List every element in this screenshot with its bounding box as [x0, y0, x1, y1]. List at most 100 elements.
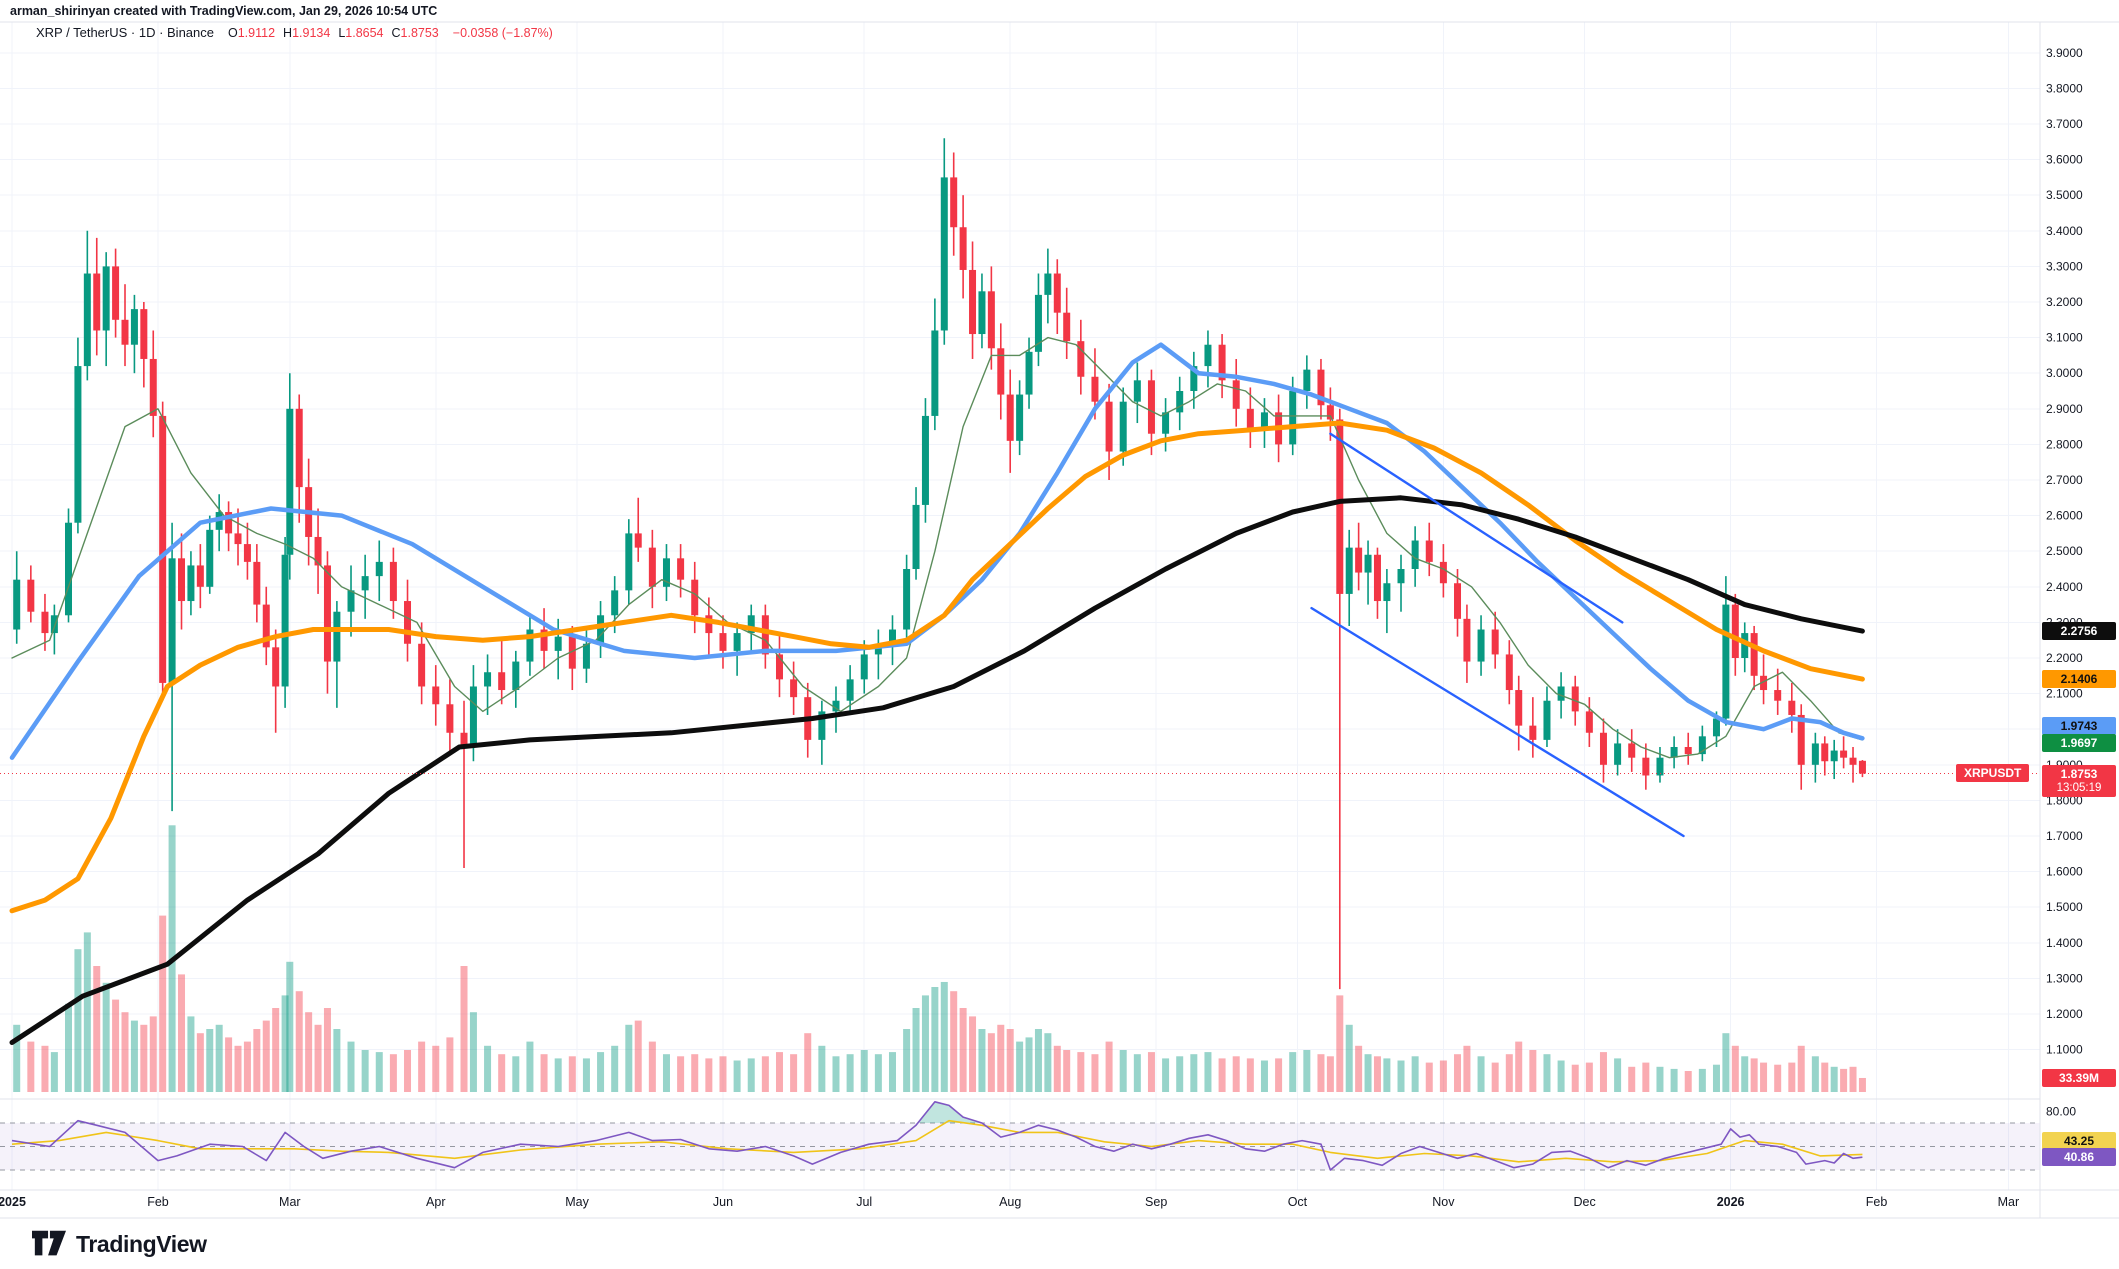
ohlc-token-H: H1.9134 — [283, 26, 331, 40]
volume-bar — [1373, 1056, 1381, 1092]
volume-bar — [281, 995, 289, 1092]
price-tick-label[interactable]: 1.8000 — [2046, 793, 2083, 807]
trendline-2[interactable] — [1310, 606, 1685, 838]
candle-body — [1599, 732, 1607, 765]
candle-body — [512, 661, 520, 691]
tradingview-logo[interactable]: TradingView — [32, 1230, 207, 1258]
volume-bar — [568, 1056, 576, 1092]
candle-body — [1147, 380, 1155, 434]
volume-bar — [149, 1016, 157, 1092]
candle-body — [1190, 366, 1198, 391]
candle-body — [1383, 583, 1391, 602]
candle-body — [1505, 654, 1513, 691]
price-tick-label[interactable]: 1.6000 — [2046, 865, 2083, 879]
volume-bar — [597, 1052, 605, 1092]
time-axis-label-Nov[interactable]: Nov — [1432, 1195, 1455, 1209]
attribution-text: arman_shirinyan created with TradingView… — [10, 4, 438, 18]
price-tick-label[interactable]: 3.5000 — [2046, 188, 2083, 202]
time-axis-label-2026[interactable]: 2026 — [1717, 1195, 1745, 1209]
candle-body — [187, 565, 195, 602]
price-tick-label[interactable]: 2.5000 — [2046, 544, 2083, 558]
volume-bar — [196, 1033, 204, 1092]
volume-bar — [65, 1003, 73, 1092]
price-tick-label[interactable]: 3.7000 — [2046, 117, 2083, 131]
volume-bar — [432, 1045, 440, 1092]
candle-body — [469, 686, 477, 747]
price-tick-label[interactable]: 1.2000 — [2046, 1007, 2083, 1021]
price-tick-label[interactable]: 2.8000 — [2046, 437, 2083, 451]
volume-bar — [1439, 1060, 1447, 1092]
price-tick-label[interactable]: 1.3000 — [2046, 971, 2083, 985]
price-tick-label[interactable]: 1.4000 — [2046, 936, 2083, 950]
price-tick-label[interactable]: 2.1000 — [2046, 687, 2083, 701]
time-axis-label-Jun[interactable]: Jun — [713, 1195, 733, 1209]
ma-fast-line — [11, 336, 1864, 759]
candle-body — [1774, 690, 1782, 701]
price-tick-label[interactable]: 3.6000 — [2046, 153, 2083, 167]
candle-body — [903, 569, 911, 630]
trendline-1[interactable] — [1329, 432, 1624, 624]
symbol-legend[interactable]: XRP / TetherUS · 1D · Binance O1.9112 H1.… — [36, 24, 553, 42]
candle-body — [997, 348, 1005, 395]
price-tick-label[interactable]: 3.1000 — [2046, 331, 2083, 345]
price-tick-label[interactable]: 2.2000 — [2046, 651, 2083, 665]
time-axis-label-Apr[interactable]: Apr — [426, 1195, 445, 1209]
time-axis-label-Sep[interactable]: Sep — [1145, 1195, 1167, 1209]
candle-body — [1684, 747, 1692, 755]
price-tick-label[interactable]: 3.8000 — [2046, 81, 2083, 95]
time-axis-label-2025[interactable]: 2025 — [0, 1195, 26, 1209]
candle-body — [625, 533, 633, 591]
price-tick-label[interactable]: 3.2000 — [2046, 295, 2083, 309]
time-axis-label-Mar[interactable]: Mar — [279, 1195, 301, 1209]
price-tick-label[interactable]: 2.7000 — [2046, 473, 2083, 487]
rsi-axis-label[interactable]: 80.00 — [2046, 1104, 2076, 1118]
candle-body — [1176, 391, 1184, 413]
price-tick-label[interactable]: 2.4000 — [2046, 580, 2083, 594]
price-tick-label[interactable]: 2.9000 — [2046, 402, 2083, 416]
time-axis-label-Jul[interactable]: Jul — [856, 1195, 872, 1209]
volume-bar — [1670, 1068, 1678, 1092]
time-axis-label-Mar[interactable]: Mar — [1998, 1195, 2020, 1209]
price-tick-label[interactable]: 3.0000 — [2046, 366, 2083, 380]
volume-bar — [41, 1045, 49, 1092]
volume-bar — [761, 1056, 769, 1092]
volume-bar — [13, 1024, 21, 1092]
time-axis-label-Feb[interactable]: Feb — [1866, 1195, 1888, 1209]
candle-body — [874, 643, 882, 655]
volume-bar — [846, 1054, 854, 1092]
ohlc-token-L: L1.8654 — [338, 26, 384, 40]
candle-body — [41, 611, 49, 634]
volume-bar — [1712, 1064, 1720, 1092]
price-tick-label[interactable]: 3.4000 — [2046, 224, 2083, 238]
volume-bar — [921, 995, 929, 1092]
time-axis-label-Feb[interactable]: Feb — [147, 1195, 169, 1209]
ma200-badge: 2.2756 — [2042, 621, 2116, 640]
candle-body — [568, 636, 576, 669]
candle-body — [1091, 376, 1099, 402]
candle-body — [1044, 273, 1052, 295]
price-tick-label[interactable]: 1.7000 — [2046, 829, 2083, 843]
price-tick-label[interactable]: 2.6000 — [2046, 509, 2083, 523]
time-axis-label-Dec[interactable]: Dec — [1574, 1195, 1596, 1209]
candle-body — [102, 266, 110, 331]
time-axis-label-Aug[interactable]: Aug — [999, 1195, 1021, 1209]
candle-body — [178, 558, 186, 602]
candle-body — [705, 615, 713, 634]
candle-body — [554, 636, 562, 651]
time-axis-label-Oct[interactable]: Oct — [1288, 1195, 1308, 1209]
volume-bar — [130, 1020, 138, 1092]
volume-bar — [1797, 1045, 1805, 1092]
price-tick-label[interactable]: 1.5000 — [2046, 900, 2083, 914]
price-tick-label[interactable]: 3.3000 — [2046, 259, 2083, 273]
time-axis-label-May[interactable]: May — [565, 1195, 589, 1209]
price-tick-label[interactable]: 3.9000 — [2046, 46, 2083, 60]
candle-body — [1849, 757, 1857, 765]
volume-bar — [1289, 1052, 1297, 1092]
volume-bar — [1133, 1054, 1141, 1092]
volume-bar — [912, 1008, 920, 1092]
volume-bar — [940, 981, 948, 1092]
price-tick-label[interactable]: 1.1000 — [2046, 1043, 2083, 1057]
volume-bar — [1147, 1052, 1155, 1092]
volume-bar — [1326, 1056, 1334, 1092]
